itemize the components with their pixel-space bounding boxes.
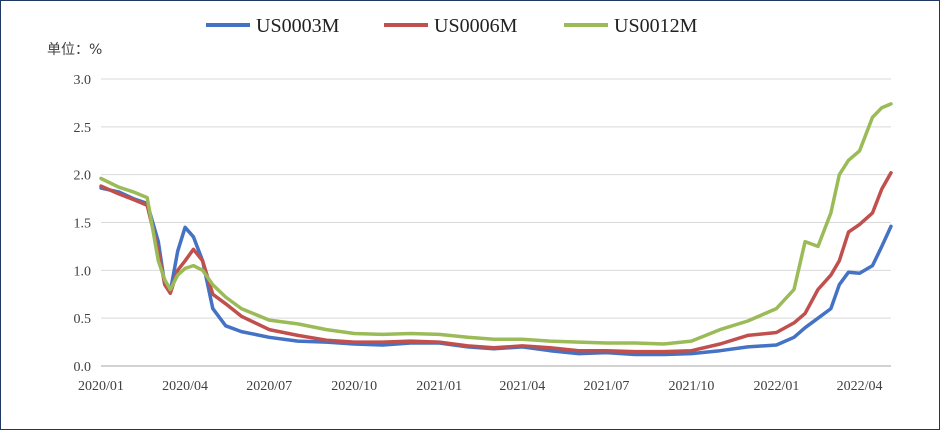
x-tick-label: 2020/01 <box>78 379 124 394</box>
y-tick-label: 0.5 <box>74 312 92 327</box>
y-tick-label: 2.0 <box>74 169 92 184</box>
y-tick-label: 3.0 <box>74 73 92 88</box>
series-lines <box>99 102 893 357</box>
x-tick-label: 2020/10 <box>331 379 377 394</box>
series-line-us0006m <box>99 171 893 354</box>
legend-label: US0012M <box>614 15 698 37</box>
legend-item-us0012m: US0012M <box>564 15 698 37</box>
x-tick-label: 2021/10 <box>668 379 714 394</box>
y-axis: 0.0 0.5 1.0 1.5 2.0 2.5 3.0 <box>74 73 92 375</box>
y-tick-label: 0.0 <box>74 360 92 375</box>
x-axis: 2020/01 2020/04 2020/07 2020/10 2021/01 2021/… <box>78 379 882 394</box>
x-tick-label: 2021/01 <box>416 379 462 394</box>
x-tick-label: 2020/07 <box>246 379 292 394</box>
legend: US0003M US0006M US0012M <box>206 15 698 37</box>
series-line-us0012m <box>99 102 893 346</box>
legend-item-us0006m: US0006M <box>384 15 518 37</box>
y-tick-label: 1.5 <box>74 217 92 232</box>
x-tick-label: 2022/04 <box>837 379 883 394</box>
y-tick-label: 2.5 <box>74 121 92 136</box>
legend-item-us0003m: US0003M <box>206 15 340 37</box>
x-tick-label: 2020/04 <box>162 379 208 394</box>
x-tick-label: 2021/04 <box>499 379 545 394</box>
gridlines <box>101 78 891 367</box>
x-tick-label: 2022/01 <box>753 379 799 394</box>
x-tick-label: 2021/07 <box>583 379 629 394</box>
legend-label: US0006M <box>434 15 518 37</box>
series-line-us0003m <box>99 186 893 357</box>
legend-label: US0003M <box>256 15 340 37</box>
unit-label: 单位：% <box>47 42 102 58</box>
y-tick-label: 1.0 <box>74 264 92 279</box>
